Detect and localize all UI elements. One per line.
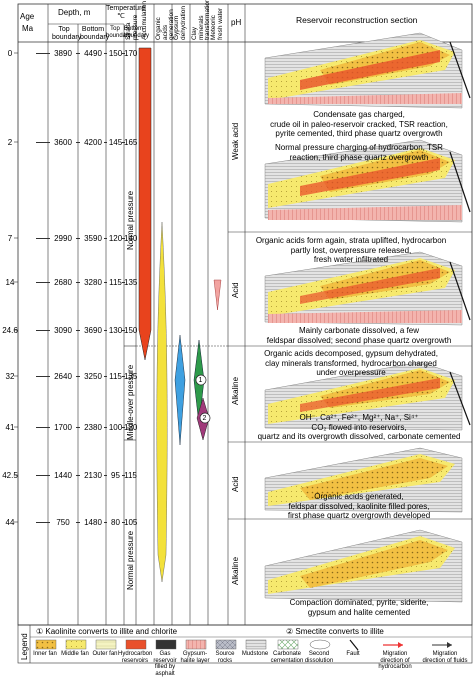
- section-3: [264, 251, 471, 326]
- legend-swatch-dissolution: [309, 639, 331, 650]
- legend-swatch-source-rocks: [215, 639, 237, 650]
- section-2: [264, 139, 471, 223]
- section-6: [264, 529, 463, 603]
- legend: [17, 624, 473, 664]
- legend-swatch-inner-fan: [35, 639, 57, 650]
- legend-swatch-carbonate: [277, 639, 299, 650]
- legend-swatch-outer-fan: [95, 639, 117, 650]
- age-ticks: [14, 52, 18, 523]
- organic-acids-bar: [156, 221, 168, 583]
- meteoric-bar: [213, 279, 222, 311]
- section-4: [264, 361, 471, 431]
- legend-swatch-mudstone: [245, 639, 267, 650]
- marker-one: [195, 374, 207, 386]
- legend-swatch-gypsum: [185, 639, 207, 650]
- legend-swatch-reservoir: [125, 639, 147, 650]
- section-5: [264, 447, 463, 513]
- legend-swatch-middle-fan: [65, 639, 87, 650]
- legend-swatch-asphalt: [155, 639, 177, 650]
- row-lines: [124, 231, 472, 520]
- legend-swatch-fault: [349, 639, 359, 651]
- marker-two: [199, 412, 211, 424]
- gypsum-bar: [174, 334, 186, 446]
- accumulation-bar: [138, 47, 152, 361]
- section-1: [264, 32, 471, 109]
